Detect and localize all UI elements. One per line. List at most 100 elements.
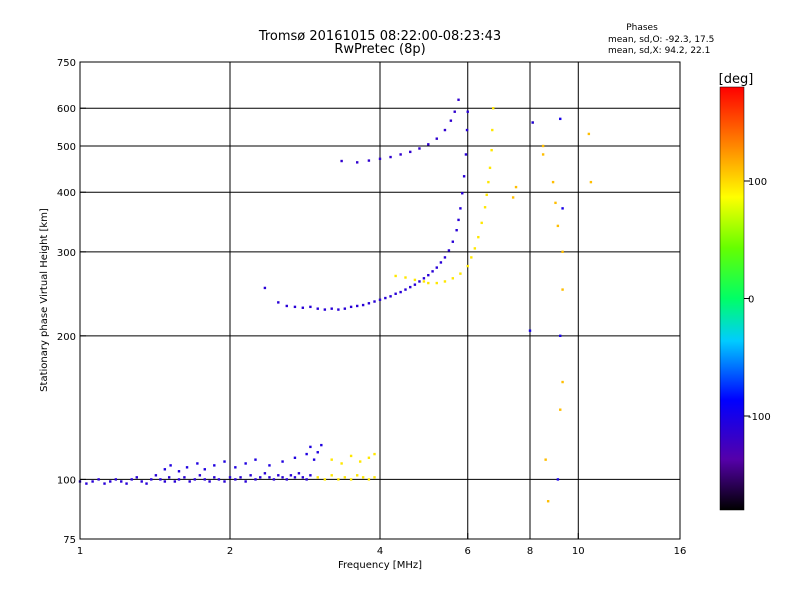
- data-point-series-0: [130, 478, 133, 481]
- data-point-series-3: [343, 307, 347, 310]
- data-point-series-0: [154, 474, 158, 477]
- data-point-series-3: [404, 288, 407, 291]
- data-point-series-3: [263, 286, 267, 290]
- data-point-series-1: [196, 462, 199, 465]
- data-points: [78, 98, 593, 503]
- data-point-series-3: [309, 305, 312, 309]
- data-point-series-3: [466, 110, 469, 113]
- data-point-series-4: [413, 278, 417, 282]
- data-point-series-4: [480, 221, 483, 225]
- data-point-series-0: [140, 480, 143, 483]
- data-point-series-1: [177, 470, 181, 473]
- data-point-series-0: [85, 482, 88, 485]
- data-point-series-1: [223, 460, 226, 463]
- data-point-series-3: [330, 307, 333, 310]
- data-point-series-0: [145, 482, 148, 485]
- data-point-series-0: [177, 478, 181, 481]
- data-point-series-0: [125, 482, 128, 485]
- data-point-series-1: [316, 451, 319, 454]
- data-point-series-2: [367, 456, 371, 459]
- y-tick-label: 75: [63, 535, 76, 546]
- data-point-series-2: [361, 476, 365, 479]
- chart-subtitle: RwPretec (8p): [334, 42, 425, 57]
- data-point-series-3: [293, 305, 297, 309]
- data-point-series-0: [114, 478, 118, 481]
- data-point-series-4: [427, 281, 430, 285]
- data-point-series-7: [559, 334, 562, 338]
- data-point-series-0: [293, 476, 297, 479]
- data-point-series-2: [343, 476, 347, 479]
- data-point-series-0: [268, 476, 271, 479]
- data-point-series-6: [559, 408, 562, 411]
- data-point-series-3: [435, 266, 438, 269]
- y-tick-label: 300: [57, 248, 76, 259]
- data-point-series-7: [531, 121, 534, 124]
- data-point-series-2: [340, 462, 343, 465]
- data-point-series-0: [244, 480, 247, 483]
- data-point-series-0: [309, 474, 312, 477]
- colorbar-tick-label: -100: [748, 412, 771, 423]
- x-axis: 1 2 4 6 8 10 16: [77, 533, 686, 557]
- data-point-series-5: [378, 157, 382, 161]
- data-point-series-0: [217, 478, 221, 481]
- y-tick-label: 750: [57, 58, 76, 69]
- data-point-series-3: [418, 280, 421, 283]
- data-point-series-3: [457, 218, 460, 222]
- data-point-series-5: [355, 161, 359, 164]
- data-point-series-6: [561, 380, 564, 384]
- data-point-series-6: [551, 180, 555, 184]
- data-point-series-0: [159, 478, 162, 481]
- data-point-series-7: [528, 329, 532, 332]
- data-point-series-3: [389, 295, 392, 298]
- data-point-series-0: [103, 482, 106, 485]
- data-point-series-5: [409, 150, 412, 154]
- data-point-series-4: [470, 256, 473, 259]
- phases-x-stats: mean, sd,X: 94.2, 22.1: [608, 46, 710, 56]
- data-point-series-3: [431, 270, 434, 273]
- data-point-series-5: [399, 153, 402, 156]
- data-point-series-1: [169, 464, 172, 467]
- x-tick-label: 6: [465, 546, 471, 557]
- data-point-series-7: [556, 478, 560, 481]
- data-point-series-3: [316, 307, 319, 310]
- data-point-series-3: [399, 290, 402, 294]
- data-point-series-4: [488, 166, 492, 170]
- data-point-series-1: [281, 460, 284, 463]
- data-point-series-2: [330, 458, 333, 461]
- colorbar-gradient: [719, 86, 745, 511]
- data-point-series-0: [239, 476, 242, 479]
- data-point-series-0: [163, 480, 167, 483]
- data-point-series-5: [453, 110, 456, 113]
- data-point-series-6: [561, 288, 564, 291]
- data-point-series-7: [561, 207, 564, 210]
- phases-title: Phases: [626, 23, 658, 33]
- data-point-series-1: [293, 456, 297, 459]
- y-tick-label: 400: [57, 188, 76, 199]
- data-point-series-0: [173, 480, 177, 483]
- data-point-series-3: [443, 256, 447, 259]
- y-tick-label: 500: [57, 142, 76, 153]
- data-point-series-4: [485, 193, 488, 197]
- data-point-series-4: [422, 280, 426, 283]
- data-point-series-0: [188, 480, 191, 483]
- data-point-series-0: [285, 478, 288, 481]
- data-point-series-3: [455, 228, 458, 232]
- data-point-series-3: [409, 285, 412, 289]
- y-axis: 75 100 200 300 400 500 600 750: [57, 58, 86, 546]
- x-tick-label: 1: [77, 546, 83, 557]
- data-point-series-1: [312, 458, 316, 461]
- data-point-series-1: [320, 443, 323, 447]
- data-point-series-4: [487, 180, 490, 184]
- data-point-series-0: [305, 478, 308, 481]
- data-point-series-0: [167, 476, 171, 479]
- data-point-series-6: [556, 224, 560, 228]
- y-tick-label: 100: [57, 475, 76, 486]
- data-point-series-3: [361, 303, 365, 307]
- data-point-series-6: [544, 458, 547, 461]
- data-point-series-5: [457, 98, 460, 101]
- data-point-series-4: [490, 148, 493, 152]
- data-point-series-2: [373, 476, 376, 479]
- data-point-series-0: [301, 476, 305, 479]
- data-point-series-3: [378, 298, 382, 301]
- data-point-series-7: [559, 117, 562, 121]
